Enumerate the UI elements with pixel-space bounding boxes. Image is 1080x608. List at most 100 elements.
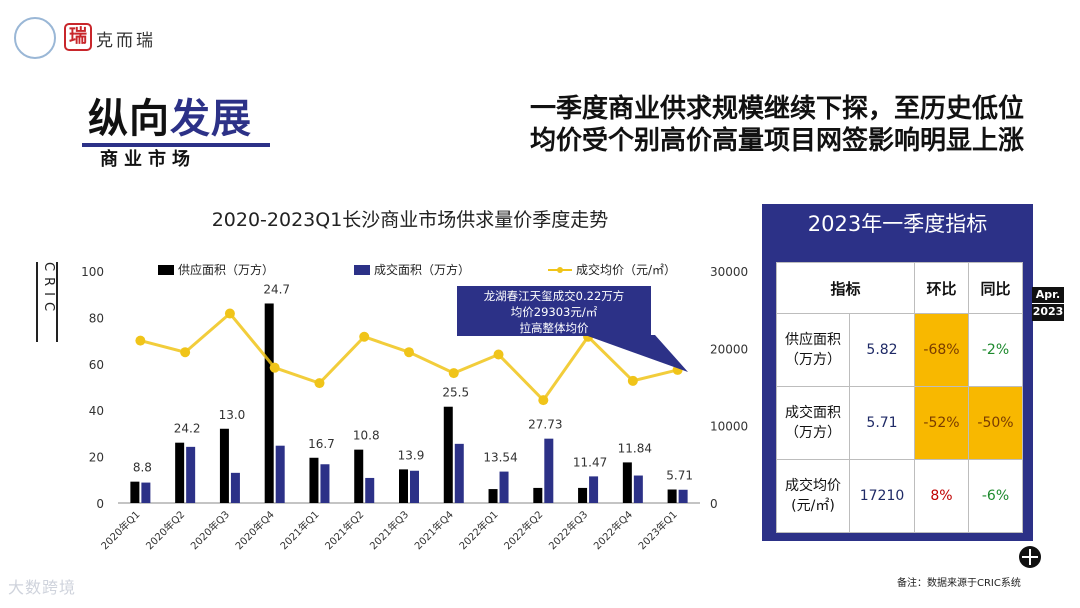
x-tick-label: 2020年Q4 bbox=[232, 508, 276, 552]
y2-tick-label: 10000 bbox=[710, 420, 748, 434]
y-tick-label: 60 bbox=[89, 358, 104, 372]
chart-callout: 龙湖春江天玺成交0.22万方 均价29303元/㎡ 拉高整体均价 bbox=[457, 286, 651, 336]
x-tick-label: 2022年Q1 bbox=[456, 508, 500, 552]
deal-data-label: 27.73 bbox=[528, 418, 562, 432]
deal-data-label: 13.0 bbox=[219, 408, 246, 422]
deal-data-label: 24.2 bbox=[174, 422, 201, 436]
price-point bbox=[627, 375, 638, 386]
kpi-mom: -52% bbox=[914, 386, 969, 460]
kpi-row-label: 供应面积 （万方） bbox=[776, 313, 850, 387]
callout-line1: 龙湖春江天玺成交0.22万方 bbox=[483, 289, 625, 303]
title-underline bbox=[82, 143, 270, 147]
price-point bbox=[269, 362, 280, 373]
legend-label-price: 成交均价（元/㎡） bbox=[576, 262, 676, 277]
page-title: 纵向发展 bbox=[88, 86, 252, 144]
kpi-header-row: 指标 环比 同比 bbox=[776, 262, 1023, 314]
x-tick-label: 2021年Q2 bbox=[322, 508, 366, 552]
deal-data-label: 13.9 bbox=[398, 448, 425, 462]
x-tick-label: 2020年Q1 bbox=[98, 508, 142, 552]
title-part1: 纵向 bbox=[88, 96, 170, 142]
y-tick-label: 80 bbox=[89, 311, 104, 325]
callout-line3: 拉高整体均价 bbox=[519, 321, 589, 335]
kpi-header-yoy: 同比 bbox=[968, 262, 1023, 314]
deal-data-label: 8.8 bbox=[133, 461, 152, 475]
deal-data-label: 11.47 bbox=[573, 455, 607, 469]
deal-data-label: 5.71 bbox=[666, 468, 693, 482]
deal-data-label: 16.7 bbox=[308, 437, 335, 451]
supply-bar bbox=[354, 449, 364, 503]
kpi-row-price: 成交均价 (元/㎡) 17210 8% -6% bbox=[776, 459, 1023, 533]
brand-name: 克而瑞 bbox=[96, 31, 156, 51]
x-tick-label: 2021年Q4 bbox=[412, 508, 456, 552]
x-tick-label: 2022年Q3 bbox=[546, 508, 590, 552]
kpi-row-supply: 供应面积 （万方） 5.82 -68% -2% bbox=[776, 313, 1023, 387]
date-badge: Apr. 2023 bbox=[1032, 287, 1064, 321]
deal-bar bbox=[454, 443, 464, 503]
kpi-table: 指标 环比 同比 供应面积 （万方） 5.82 -68% -2% 成交面积 （万方）… bbox=[776, 262, 1023, 533]
kpi-yoy: -6% bbox=[968, 459, 1023, 533]
y2-tick-label: 30000 bbox=[710, 265, 748, 279]
supply-bar bbox=[130, 481, 140, 503]
price-point bbox=[135, 335, 146, 346]
cric-mark-text: CRIC bbox=[41, 262, 56, 318]
kpi-header-mom: 环比 bbox=[914, 262, 969, 314]
deal-bar bbox=[589, 476, 599, 503]
kpi-label-line2: (元/㎡) bbox=[791, 498, 835, 514]
x-tick-label: 2020年Q3 bbox=[188, 508, 232, 552]
chart-svg: 0 20 40 60 80 100 0 10000 20000 30000 8.8 2020年Q1 24… bbox=[81, 262, 748, 552]
title-part2: 发展 bbox=[170, 96, 252, 142]
deal-bar bbox=[678, 489, 688, 503]
kpi-label-line1: 成交面积 bbox=[785, 405, 841, 421]
cric-logo-icon bbox=[14, 17, 56, 59]
deal-data-label: 24.7 bbox=[263, 282, 290, 296]
x-tick-label: 2021年Q1 bbox=[277, 508, 321, 552]
kpi-yoy: -2% bbox=[968, 313, 1023, 387]
kpi-label-line2: （万方） bbox=[785, 352, 841, 368]
y-tick-label: 40 bbox=[89, 404, 104, 418]
kpi-row-deal: 成交面积 （万方） 5.71 -52% -50% bbox=[776, 386, 1023, 460]
x-tick-label: 2022年Q4 bbox=[591, 508, 635, 552]
deal-data-label: 25.5 bbox=[442, 386, 469, 400]
deal-data-label: 11.84 bbox=[618, 441, 652, 455]
kpi-header-metric: 指标 bbox=[776, 262, 915, 314]
deal-bar bbox=[320, 464, 330, 503]
footer-logo: 大数跨境 bbox=[8, 578, 77, 597]
price-point bbox=[314, 378, 325, 389]
kpi-value: 5.82 bbox=[849, 313, 915, 387]
legend-label-supply: 供应面积（万方） bbox=[178, 262, 274, 277]
y-tick-label: 20 bbox=[89, 451, 104, 465]
callout-line2: 均价29303元/㎡ bbox=[510, 305, 598, 319]
supply-bar bbox=[309, 457, 319, 503]
supply-bar bbox=[488, 489, 498, 503]
supply-bar bbox=[578, 487, 588, 503]
legend-swatch-supply bbox=[158, 265, 174, 275]
supply-bar bbox=[219, 428, 229, 503]
kpi-label-line1: 成交均价 bbox=[785, 478, 841, 494]
kpi-row-label: 成交面积 （万方） bbox=[776, 386, 850, 460]
price-point bbox=[359, 331, 370, 342]
supply-bar bbox=[622, 462, 632, 503]
kpi-panel-title: 2023年一季度指标 bbox=[807, 212, 988, 236]
seal-icon: 瑞 bbox=[64, 23, 92, 51]
supply-bar bbox=[443, 406, 453, 503]
price-point bbox=[404, 347, 414, 358]
kpi-value: 17210 bbox=[849, 459, 915, 533]
cric-vertical-mark: CRIC bbox=[36, 262, 58, 342]
deal-bar bbox=[275, 445, 285, 503]
kpi-label-line1: 供应面积 bbox=[785, 332, 841, 348]
deal-bar bbox=[230, 472, 240, 503]
deal-bar bbox=[410, 470, 419, 503]
supply-bar bbox=[667, 489, 677, 503]
price-point bbox=[224, 308, 235, 319]
deal-bar bbox=[633, 475, 643, 503]
deal-bar bbox=[141, 482, 151, 503]
price-point bbox=[180, 347, 191, 358]
deal-data-label: 10.8 bbox=[353, 429, 380, 443]
badge-year: 2023 bbox=[1032, 303, 1064, 318]
legend-marker-price bbox=[557, 267, 563, 273]
x-tick-label: 2020年Q2 bbox=[143, 508, 187, 552]
y-tick-label: 0 bbox=[96, 497, 104, 511]
legend-label-deal: 成交面积（万方） bbox=[374, 262, 470, 277]
x-tick-label: 2021年Q3 bbox=[367, 508, 411, 552]
kpi-value: 5.71 bbox=[849, 386, 915, 460]
